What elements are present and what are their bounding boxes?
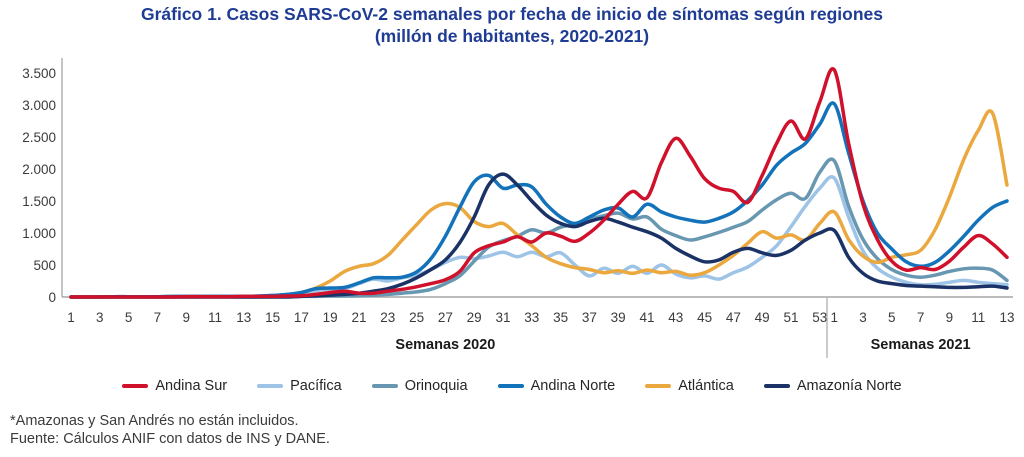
x-axis-group-label-2020: Semanas 2020 bbox=[395, 337, 495, 353]
chart-title: Gráfico 1. Casos SARS-CoV-2 semanales po… bbox=[0, 3, 1024, 47]
series-line-atlantica bbox=[69, 109, 1009, 299]
x-axis-tick-label: 45 bbox=[697, 310, 712, 325]
legend-label: Orinoquia bbox=[404, 378, 468, 394]
x-axis-tick-label: 15 bbox=[265, 310, 280, 325]
legend-label: Atlántica bbox=[678, 378, 734, 394]
y-axis-tick-label: 3.000 bbox=[22, 98, 56, 113]
chart-title-line1: Gráfico 1. Casos SARS-CoV-2 semanales po… bbox=[140, 4, 884, 24]
y-axis-tick-label: 1.500 bbox=[22, 194, 56, 209]
x-axis-tick-label: 3 bbox=[96, 310, 104, 325]
x-axis-group-label-2021: Semanas 2021 bbox=[871, 337, 971, 353]
legend-item-andina-sur: Andina Sur bbox=[122, 378, 227, 394]
x-axis-tick-label: 25 bbox=[409, 310, 424, 325]
x-axis-tick-label: 31 bbox=[495, 310, 510, 325]
legend-item-pacifica: Pacífica bbox=[257, 378, 342, 394]
legend-item-andina-norte: Andina Norte bbox=[497, 378, 616, 394]
legend-swatch bbox=[763, 383, 790, 389]
y-axis-tick-label: 500 bbox=[33, 258, 56, 273]
x-axis-tick-label: 7 bbox=[917, 310, 925, 325]
x-axis-tick-label: 9 bbox=[182, 310, 190, 325]
legend-swatch bbox=[122, 383, 149, 389]
x-axis-tick-label: 53 bbox=[812, 310, 827, 325]
x-axis-tick-label: 51 bbox=[783, 310, 798, 325]
chart-title-line2: (millón de habitantes, 2020-2021) bbox=[374, 26, 650, 46]
x-axis-tick-label: 39 bbox=[611, 310, 626, 325]
footnote-source: Fuente: Cálculos ANIF con datos de INS y… bbox=[10, 431, 330, 447]
x-axis-tick-label: 17 bbox=[294, 310, 309, 325]
x-axis-tick-label: 7 bbox=[154, 310, 162, 325]
legend-label: Pacífica bbox=[290, 378, 342, 394]
y-axis-tick-label: 0 bbox=[48, 290, 56, 305]
x-axis-tick-label: 11 bbox=[971, 310, 985, 325]
x-axis-tick-label: 37 bbox=[582, 310, 597, 325]
x-axis-tick-label: 1 bbox=[830, 310, 838, 325]
x-axis-tick-label: 19 bbox=[323, 310, 338, 325]
x-axis-tick-label: 21 bbox=[351, 310, 366, 325]
x-axis-tick-label: 13 bbox=[999, 310, 1014, 325]
legend-swatch bbox=[645, 383, 672, 389]
series-line-andina-norte bbox=[69, 101, 1009, 299]
series-line-andina-sur bbox=[69, 66, 1009, 299]
x-axis-tick-label: 35 bbox=[553, 310, 568, 325]
legend-label: Andina Sur bbox=[155, 378, 228, 394]
x-axis-tick-label: 13 bbox=[236, 310, 251, 325]
x-axis-tick-label: 5 bbox=[125, 310, 133, 325]
x-axis-tick-label: 3 bbox=[859, 310, 867, 325]
x-axis-tick-label: 41 bbox=[639, 310, 654, 325]
y-axis-tick-label: 3.500 bbox=[22, 66, 56, 81]
legend-swatch bbox=[371, 383, 398, 389]
x-axis-tick-label: 29 bbox=[467, 310, 482, 325]
x-axis-tick-label: 23 bbox=[380, 310, 395, 325]
x-axis-tick-label: 33 bbox=[524, 310, 539, 325]
legend-label: Andina Norte bbox=[530, 378, 616, 394]
x-axis-tick-label: 47 bbox=[726, 310, 741, 325]
legend-swatch bbox=[257, 383, 284, 389]
legend-item-orinoquia: Orinoquia bbox=[371, 378, 468, 394]
y-axis-tick-label: 2.000 bbox=[22, 162, 56, 177]
legend-swatch bbox=[497, 383, 524, 389]
x-axis-tick-label: 5 bbox=[888, 310, 896, 325]
x-axis-tick-label: 49 bbox=[755, 310, 770, 325]
x-axis-tick-label: 43 bbox=[668, 310, 683, 325]
footnote-exclusions: *Amazonas y San Andrés no están incluido… bbox=[10, 413, 299, 429]
y-axis-tick-label: 1.000 bbox=[22, 226, 56, 241]
chart-legend: Andina Sur Pacífica Orinoquia Andina Norte A… bbox=[0, 378, 1024, 394]
y-axis-tick-label: 2.500 bbox=[22, 130, 56, 145]
x-axis-tick-label: 1 bbox=[67, 310, 75, 325]
legend-item-atlantica: Atlántica bbox=[645, 378, 734, 394]
legend-label: Amazonía Norte bbox=[796, 378, 902, 394]
x-axis-tick-label: 9 bbox=[946, 310, 954, 325]
x-axis-tick-label: 11 bbox=[208, 310, 222, 325]
chart-footnotes: *Amazonas y San Andrés no están incluido… bbox=[10, 412, 330, 448]
x-axis-tick-label: 27 bbox=[438, 310, 453, 325]
legend-item-amazonia-norte: Amazonía Norte bbox=[763, 378, 902, 394]
